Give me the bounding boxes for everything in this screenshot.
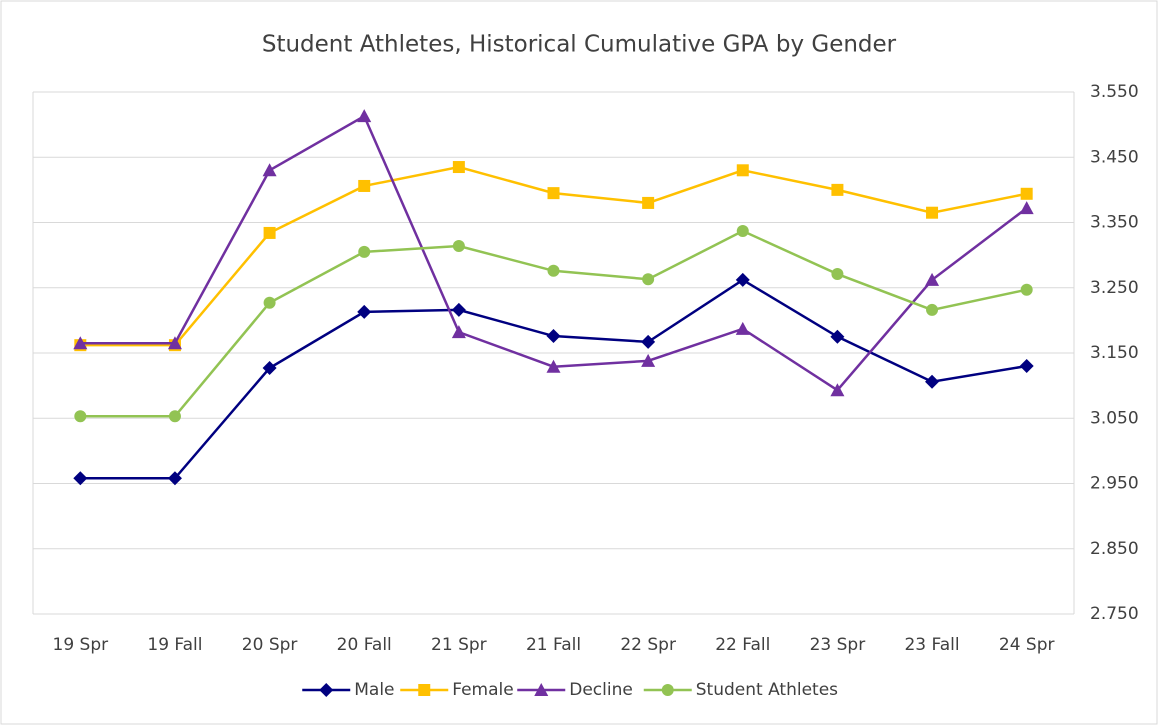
point: [642, 196, 655, 209]
legend-marker: [534, 683, 549, 696]
point: [735, 272, 750, 287]
x-tick-label: 23 Spr: [810, 635, 866, 655]
x-tick-label: 19 Fall: [147, 635, 202, 655]
point: [642, 273, 655, 286]
legend-label: Female: [452, 680, 513, 700]
point: [358, 179, 371, 192]
y-tick-label: 3.450: [1090, 147, 1139, 167]
point: [263, 226, 276, 239]
point: [926, 303, 939, 316]
point: [451, 325, 466, 339]
y-tick-label: 3.150: [1090, 343, 1139, 363]
y-tick-label: 3.350: [1090, 213, 1139, 233]
legend-label: Male: [354, 680, 394, 700]
point: [451, 302, 466, 317]
point: [546, 359, 561, 373]
point: [73, 336, 88, 350]
legend-label: Student Athletes: [696, 680, 838, 700]
y-tick-label: 2.750: [1090, 604, 1139, 624]
point: [547, 264, 560, 277]
point: [926, 206, 939, 219]
point: [452, 239, 465, 252]
legend-marker: [661, 684, 674, 696]
point: [1020, 187, 1033, 200]
y-tick-label: 3.550: [1090, 82, 1139, 102]
y-tick-label: 3.050: [1090, 408, 1139, 428]
point: [452, 161, 465, 174]
y-tick-label: 3.250: [1090, 278, 1139, 298]
point: [831, 183, 844, 196]
point: [925, 272, 940, 286]
legend-marker: [418, 684, 431, 696]
point: [167, 471, 182, 486]
chart-title: Student Athletes, Historical Cumulative …: [262, 32, 897, 58]
point: [547, 187, 560, 200]
point: [736, 224, 749, 237]
point: [1019, 359, 1034, 374]
point: [830, 329, 845, 344]
x-tick-label: 20 Fall: [337, 635, 392, 655]
x-tick-label: 21 Spr: [431, 635, 487, 655]
point: [262, 163, 277, 177]
point: [925, 374, 940, 389]
x-tick-label: 21 Fall: [526, 635, 581, 655]
point: [357, 109, 372, 123]
point: [168, 410, 181, 423]
point: [1020, 283, 1033, 296]
point: [262, 361, 277, 376]
point: [735, 321, 750, 335]
point: [641, 334, 656, 349]
point: [830, 383, 845, 397]
x-tick-label: 22 Fall: [715, 635, 770, 655]
y-tick-label: 2.950: [1090, 474, 1139, 494]
point: [73, 471, 88, 486]
y-tick-label: 2.850: [1090, 539, 1139, 559]
point: [1019, 201, 1034, 215]
x-tick-label: 24 Spr: [999, 635, 1055, 655]
x-tick-label: 19 Spr: [53, 635, 109, 655]
point: [736, 164, 749, 177]
point: [358, 245, 371, 258]
x-tick-label: 22 Spr: [620, 635, 676, 655]
x-tick-label: 20 Spr: [242, 635, 298, 655]
point: [167, 336, 182, 350]
x-tick-label: 23 Fall: [904, 635, 959, 655]
point: [74, 410, 87, 423]
legend-label: Decline: [569, 680, 633, 700]
point: [831, 268, 844, 281]
point: [357, 304, 372, 319]
point: [546, 329, 561, 344]
legend-marker: [319, 683, 334, 697]
point: [641, 353, 656, 367]
point: [263, 296, 276, 309]
